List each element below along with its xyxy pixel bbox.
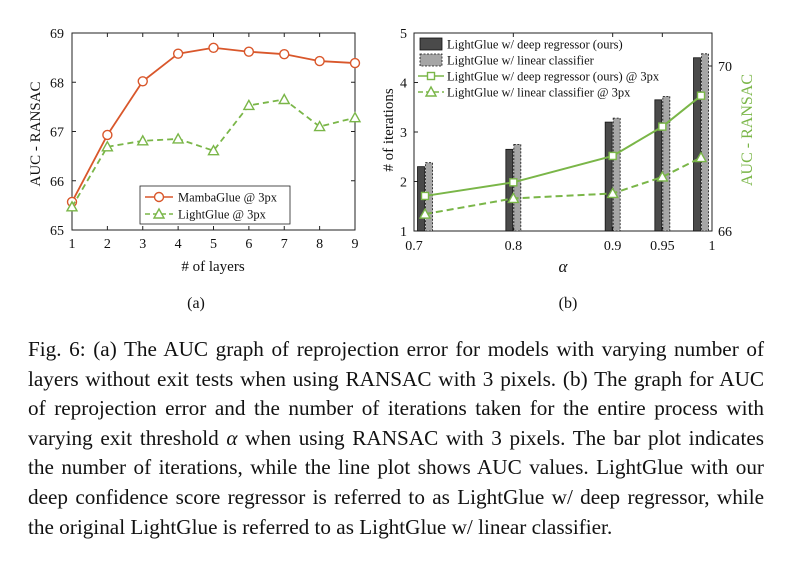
data-point xyxy=(314,55,325,67)
data-point xyxy=(65,200,79,212)
left-y-tick-label: 4 xyxy=(400,77,407,92)
bar-linear-classifier xyxy=(513,143,522,232)
data-point xyxy=(420,191,430,201)
left-y-tick-label: 3 xyxy=(400,126,407,141)
legend-label: LightGlue w/ deep regressor (ours) xyxy=(447,38,623,52)
x-tick-label: 9 xyxy=(352,237,359,252)
data-point xyxy=(656,170,669,182)
data-point xyxy=(418,207,432,219)
caption-part2: when using RANSAC with 3 pixels. The bar… xyxy=(28,425,764,539)
y-tick-label: 65 xyxy=(50,224,64,239)
legend-marker xyxy=(153,191,165,203)
x-tick-label: 0.7 xyxy=(405,239,423,254)
caption-label: Fig. 6: xyxy=(28,337,86,361)
chart-b-right-y-axis-label: AUC - RANSAC xyxy=(739,74,756,186)
x-tick-label: 3 xyxy=(139,237,146,252)
data-point xyxy=(102,129,113,141)
right-y-tick-label: 66 xyxy=(718,225,732,240)
legend-label: LightGlue w/ deep regressor (ours) @ 3px xyxy=(447,70,660,84)
data-point xyxy=(509,178,518,187)
data-point xyxy=(171,132,185,144)
x-tick-label: 0.9 xyxy=(604,239,622,254)
legend-marker xyxy=(426,71,436,81)
data-point xyxy=(658,122,667,131)
left-y-tick-label: 1 xyxy=(400,225,407,240)
chart-a-x-axis-label: # of layers xyxy=(181,259,244,275)
bar-deep-regressor xyxy=(604,121,613,232)
x-tick-label: 5 xyxy=(210,237,217,252)
data-point xyxy=(208,42,219,53)
bar-deep-regressor xyxy=(693,57,701,232)
y-tick-label: 66 xyxy=(50,175,64,190)
bar-linear-classifier xyxy=(662,95,671,232)
data-point xyxy=(278,93,291,105)
x-tick-label: 0.95 xyxy=(650,239,675,254)
chart-b-legend: LightGlue w/ deep regressor (ours) LightG… xyxy=(418,38,660,100)
data-point xyxy=(172,48,184,59)
bar-linear-classifier xyxy=(612,117,621,232)
data-point xyxy=(313,120,326,132)
chart-b-plot-area: 0.7 0.8 0.9 0.95 1 1 2 3 4 5 66 70 xyxy=(400,27,732,254)
bar-linear-classifier xyxy=(701,53,709,232)
data-point xyxy=(137,76,148,87)
legend-marker xyxy=(152,207,166,219)
data-point xyxy=(279,48,290,60)
data-point xyxy=(136,134,149,146)
x-tick-label: 0.8 xyxy=(505,239,523,254)
data-point xyxy=(242,98,256,111)
data-point xyxy=(349,57,361,69)
y-tick-label: 68 xyxy=(50,76,64,91)
data-point xyxy=(348,111,362,123)
right-y-tick-label: 70 xyxy=(718,60,732,75)
data-point xyxy=(606,187,619,199)
x-tick-label: 1 xyxy=(709,239,716,254)
chart-b-x-axis-label: α xyxy=(559,257,569,276)
data-point xyxy=(694,151,708,163)
chart-b-left-y-axis-label: # of iterations xyxy=(381,88,397,171)
legend-label: LightGlue w/ linear classifier @ 3px xyxy=(447,86,631,100)
bar-deep-regressor xyxy=(505,148,514,232)
chart-a-panel-label: (a) xyxy=(187,295,205,312)
y-tick-label: 67 xyxy=(50,126,64,141)
data-point xyxy=(243,46,255,57)
caption-alpha-symbol: α xyxy=(226,425,238,450)
x-tick-label: 2 xyxy=(104,237,111,252)
series-line-mambaglue xyxy=(71,46,356,203)
legend-marker xyxy=(424,85,438,97)
legend-label: LightGlue w/ linear classifier xyxy=(447,54,595,68)
data-point xyxy=(608,151,617,161)
x-tick-label: 7 xyxy=(281,237,288,252)
bar-deep-regressor xyxy=(654,99,663,232)
caption-part1: (a) The AUC graph of reprojection error … xyxy=(28,337,765,450)
chart-a-legend: MambaGlue @ 3px LightGlue @ 3px xyxy=(139,185,291,225)
x-tick-label: 4 xyxy=(175,237,182,252)
x-tick-label: 8 xyxy=(316,237,323,252)
x-tick-label: 6 xyxy=(245,237,252,252)
left-y-tick-label: 2 xyxy=(400,176,407,191)
data-point xyxy=(507,191,520,204)
y-tick-label: 69 xyxy=(50,27,64,42)
legend-label: LightGlue @ 3px xyxy=(178,208,267,222)
chart-b-panel-label: (b) xyxy=(559,295,578,312)
data-point xyxy=(207,144,220,156)
figure-caption: Fig. 6: (a) The AUC graph of reprojectio… xyxy=(28,335,764,542)
data-point xyxy=(696,91,706,100)
legend-label: MambaGlue @ 3px xyxy=(178,191,278,205)
chart-a: AUC - RANSAC # of layers (a) 1 2 3 4 5 6 7 8 965… xyxy=(28,27,362,312)
chart-b: # of iterations AUC - RANSAC α (b) 0.7 0.… xyxy=(381,27,756,312)
data-point xyxy=(101,140,114,152)
legend-swatch-bar xyxy=(419,37,443,51)
x-tick-label: 1 xyxy=(69,237,76,252)
left-y-tick-label: 5 xyxy=(400,27,407,42)
chart-a-y-axis-label: AUC - RANSAC xyxy=(28,81,44,186)
series-line-lightglue xyxy=(71,98,356,208)
legend-swatch-bar xyxy=(419,53,443,67)
legend-box xyxy=(139,185,291,225)
